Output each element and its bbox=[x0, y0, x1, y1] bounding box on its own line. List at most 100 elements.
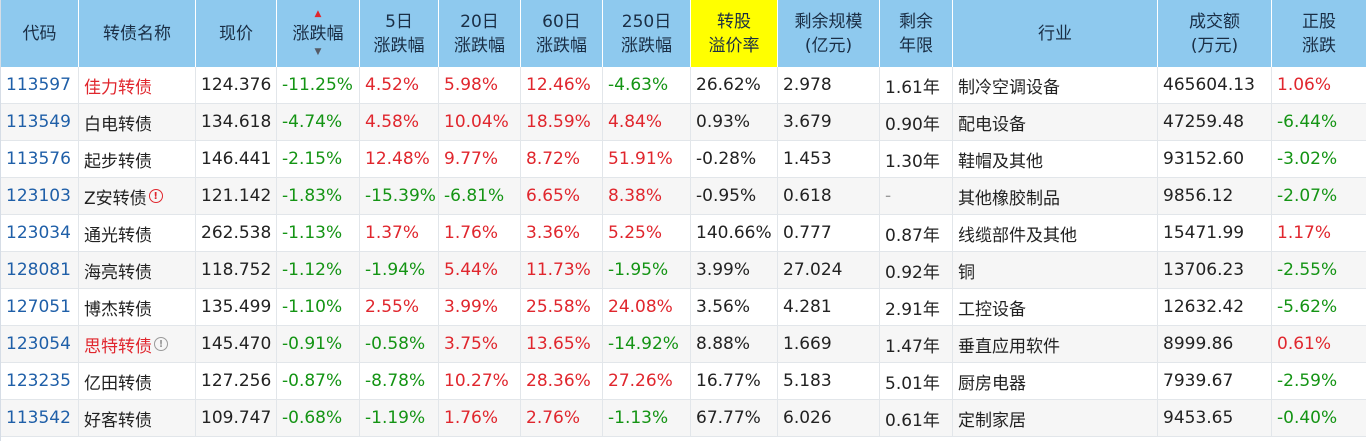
header-name[interactable]: 转债名称 bbox=[79, 0, 196, 67]
cell-turnover: 15471.99 bbox=[1158, 215, 1272, 252]
cell-premium: 0.93% bbox=[691, 104, 778, 141]
cell-250d-change-text: 24.08% bbox=[608, 297, 673, 317]
cell-name[interactable]: 博杰转债 bbox=[79, 289, 196, 326]
header-name-label: 转债名称 bbox=[103, 23, 171, 44]
cell-20d-change-text: 1.76% bbox=[444, 223, 499, 243]
cell-name[interactable]: 佳力转债 bbox=[79, 67, 196, 104]
cell-premium-text: -0.28% bbox=[696, 149, 757, 169]
cell-250d-change: 51.91% bbox=[603, 141, 691, 178]
cell-5d-change-text: 1.37% bbox=[365, 223, 420, 243]
cell-name[interactable]: 起步转债 bbox=[79, 141, 196, 178]
cell-change-text: -2.15% bbox=[282, 149, 343, 169]
header-20d-line2: 涨跌幅 bbox=[454, 35, 505, 56]
header-stock-change[interactable]: 正股 涨跌 bbox=[1272, 0, 1366, 67]
cell-name[interactable]: Z安转债! bbox=[79, 178, 196, 215]
cell-stock-change-text: -0.40% bbox=[1277, 408, 1338, 428]
header-change-label: 涨跌幅 bbox=[292, 23, 344, 44]
cell-60d-change-text: 12.46% bbox=[526, 75, 591, 95]
cell-stock-change: -2.07% bbox=[1272, 178, 1366, 215]
header-20d-change[interactable]: 20日涨跌幅 bbox=[439, 0, 521, 67]
cell-5d-change: -15.39% bbox=[360, 178, 439, 215]
cell-name-text: 起步转债 bbox=[84, 151, 152, 172]
header-250d-change[interactable]: 250日 涨跌幅 bbox=[603, 0, 691, 67]
header-turnover[interactable]: 成交额 (万元) bbox=[1158, 0, 1272, 67]
cell-60d-change: 11.73% bbox=[521, 252, 603, 289]
cell-code[interactable]: 113576 bbox=[1, 141, 79, 178]
cell-industry: 其他橡胶制品 bbox=[953, 178, 1158, 215]
cell-years: 0.92年 bbox=[880, 252, 953, 289]
cell-change: -1.13% bbox=[277, 215, 360, 252]
cell-code[interactable]: 123034 bbox=[1, 215, 79, 252]
header-premium-line1: 转股 bbox=[717, 11, 751, 32]
cell-code[interactable]: 123054 bbox=[1, 326, 79, 363]
header-20d-line1: 20日 bbox=[460, 11, 499, 32]
cell-60d-change-text: 28.36% bbox=[526, 371, 591, 391]
cell-code[interactable]: 113549 bbox=[1, 104, 79, 141]
cell-industry: 厨房电器 bbox=[953, 363, 1158, 400]
cell-20d-change: 9.77% bbox=[439, 141, 521, 178]
cell-change: -0.87% bbox=[277, 363, 360, 400]
cell-scale: 4.281 bbox=[778, 289, 880, 326]
header-industry[interactable]: 行业 bbox=[953, 0, 1158, 67]
header-5d-change[interactable]: 5日 涨跌幅 bbox=[360, 0, 439, 67]
cell-years: 2.91年 bbox=[880, 289, 953, 326]
cell-industry: 垂直应用软件 bbox=[953, 326, 1158, 363]
cell-5d-change: 4.52% bbox=[360, 67, 439, 104]
cell-price-text: 124.376 bbox=[201, 75, 272, 95]
cell-code[interactable]: 123235 bbox=[1, 363, 79, 400]
cell-turnover-text: 13706.23 bbox=[1163, 260, 1245, 280]
info-icon[interactable]: ! bbox=[154, 337, 168, 351]
cell-change: -2.15% bbox=[277, 141, 360, 178]
cell-name[interactable]: 好客转债 bbox=[79, 400, 196, 437]
cell-scale: 6.026 bbox=[778, 400, 880, 437]
cell-code-text: 123235 bbox=[6, 371, 71, 391]
sort-up-icon: ▲ bbox=[314, 9, 322, 19]
cell-stock-change-text: -2.55% bbox=[1277, 260, 1338, 280]
cell-years: 1.61年 bbox=[880, 67, 953, 104]
cell-250d-change-text: 5.25% bbox=[608, 223, 663, 243]
header-60d-line1: 60日 bbox=[542, 11, 581, 32]
header-price[interactable]: 现价 bbox=[196, 0, 277, 67]
cell-20d-change: 5.98% bbox=[439, 67, 521, 104]
cell-turnover-text: 8999.86 bbox=[1163, 334, 1234, 354]
cell-code[interactable]: 113597 bbox=[1, 67, 79, 104]
cell-250d-change-text: -1.13% bbox=[608, 408, 669, 428]
header-change[interactable]: ▲ 涨跌幅 ▼ bbox=[277, 0, 360, 67]
cell-name[interactable]: 思特转债! bbox=[79, 326, 196, 363]
cell-price-text: 121.142 bbox=[201, 186, 272, 206]
cell-stock-change: 1.17% bbox=[1272, 215, 1366, 252]
cell-20d-change: 1.76% bbox=[439, 400, 521, 437]
cell-scale-text: 2.978 bbox=[783, 75, 832, 95]
cell-premium-text: -0.95% bbox=[696, 186, 757, 206]
cell-years-text: 0.90年 bbox=[885, 114, 940, 135]
header-years[interactable]: 剩余 年限 bbox=[880, 0, 953, 67]
cell-code[interactable]: 123103 bbox=[1, 178, 79, 215]
header-premium[interactable]: 转股 溢价率 bbox=[691, 0, 778, 67]
warning-icon[interactable]: ! bbox=[148, 189, 163, 203]
cell-scale-text: 1.453 bbox=[783, 149, 832, 169]
cell-name[interactable]: 白电转债 bbox=[79, 104, 196, 141]
cell-code[interactable]: 127051 bbox=[1, 289, 79, 326]
header-industry-label: 行业 bbox=[1038, 23, 1072, 44]
cell-60d-change: 12.46% bbox=[521, 67, 603, 104]
cell-industry-text: 定制家居 bbox=[958, 410, 1026, 431]
cell-name[interactable]: 亿田转债 bbox=[79, 363, 196, 400]
cell-5d-change-text: -15.39% bbox=[365, 186, 436, 206]
cell-20d-change-text: 5.98% bbox=[444, 75, 499, 95]
cell-code[interactable]: 128081 bbox=[1, 252, 79, 289]
cell-250d-change: -4.63% bbox=[603, 67, 691, 104]
cell-industry: 线缆部件及其他 bbox=[953, 215, 1158, 252]
cell-name[interactable]: 海亮转债 bbox=[79, 252, 196, 289]
cell-code[interactable]: 113542 bbox=[1, 400, 79, 437]
cell-60d-change-text: 6.65% bbox=[526, 186, 581, 206]
cell-250d-change-text: -4.63% bbox=[608, 75, 669, 95]
header-scale[interactable]: 剩余规模 (亿元) bbox=[778, 0, 880, 67]
cell-name[interactable]: 通光转债 bbox=[79, 215, 196, 252]
cell-turnover-text: 9856.12 bbox=[1163, 186, 1234, 206]
cell-name-text: 亿田转债 bbox=[84, 373, 152, 394]
header-code[interactable]: 代码 bbox=[1, 0, 79, 67]
cell-change: -0.91% bbox=[277, 326, 360, 363]
cell-60d-change: 13.65% bbox=[521, 326, 603, 363]
header-scale-line2: (亿元) bbox=[804, 35, 853, 56]
header-60d-change[interactable]: 60日 涨跌幅 bbox=[521, 0, 603, 67]
